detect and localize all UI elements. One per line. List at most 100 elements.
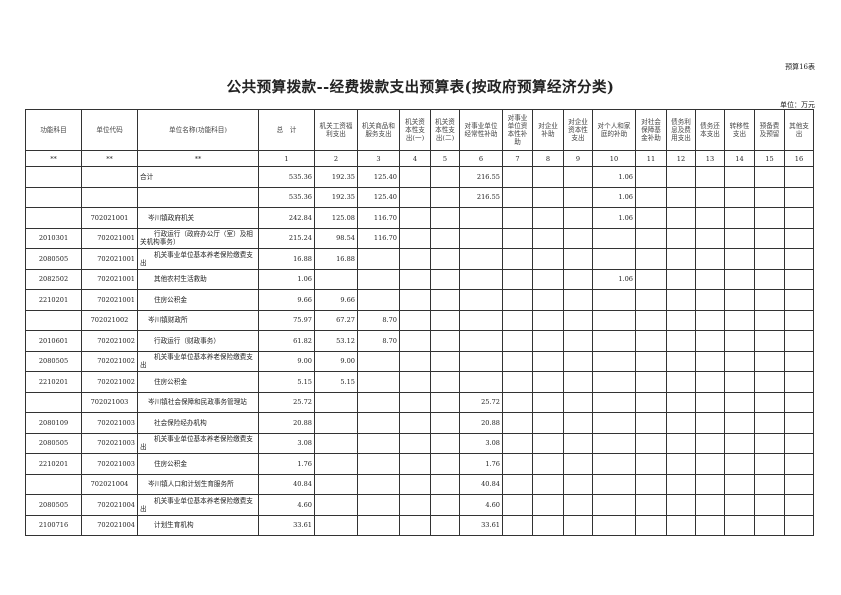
amount-cell [724,412,755,434]
amount-cell [666,248,696,270]
amount-cell [695,248,725,270]
amount-cell [784,514,814,536]
column-index: 8 [532,150,564,167]
unit-code-cell: 702021004 [81,494,138,516]
amount-cell [754,350,785,372]
amount-cell [563,227,593,249]
column-index: ** [137,150,259,167]
unit-name-cell: 岑川镇人口和计划生育服务所 [137,473,259,495]
amount-cell [357,289,400,311]
amount-cell [724,514,755,536]
amount-cell [459,350,503,372]
amount-cell [502,514,533,536]
column-header: 预备费及预留 [754,109,785,151]
amount-cell: 25.72 [258,391,315,413]
amount-cell [430,432,460,454]
amount-cell [592,371,636,393]
amount-cell: 40.84 [459,473,503,495]
amount-cell [399,350,431,372]
amount-cell [563,473,593,495]
amount-cell [357,514,400,536]
column-header: 转移性支出 [724,109,755,151]
column-index: ** [81,150,138,167]
amount-cell [399,268,431,290]
amount-cell [399,330,431,352]
amount-cell [635,412,667,434]
amount-cell [399,166,431,188]
amount-cell [666,350,696,372]
amount-cell [399,453,431,475]
amount-cell [399,412,431,434]
unit-code-cell: 702021003 [81,391,138,413]
table-row: 2210201 702021003 住房公积金 1.76 1.76 [25,453,814,475]
amount-cell [695,350,725,372]
amount-cell [754,268,785,290]
column-index: 2 [314,150,358,167]
amount-cell [357,248,400,270]
amount-cell [502,330,533,352]
amount-cell [754,186,785,208]
table-row: 2100716 702021004 计划生育机构 33.61 33.61 [25,514,814,536]
unit-code-cell [81,166,138,188]
amount-cell: 4.60 [459,494,503,516]
amount-cell [666,166,696,188]
function-code-cell: 2080505 [25,494,82,516]
amount-cell [695,227,725,249]
amount-cell: 8.70 [357,309,400,331]
amount-cell [784,330,814,352]
amount-cell: 33.61 [258,514,315,536]
amount-cell [592,494,636,516]
amount-cell [399,186,431,208]
function-code-cell [25,186,82,208]
amount-cell [635,350,667,372]
amount-cell: 1.76 [258,453,315,475]
amount-cell [635,494,667,516]
column-index: 1 [258,150,315,167]
amount-cell [430,268,460,290]
column-header: 对事业单位经常性补助 [459,109,503,151]
amount-cell [430,248,460,270]
amount-cell [635,432,667,454]
amount-cell [430,227,460,249]
amount-cell [754,412,785,434]
amount-cell [592,412,636,434]
amount-cell: 216.55 [459,186,503,208]
amount-cell [635,473,667,495]
amount-cell [502,289,533,311]
amount-cell [430,412,460,434]
function-code-cell: 2210201 [25,371,82,393]
amount-cell [695,207,725,229]
amount-cell [563,166,593,188]
function-code-cell: 2080505 [25,248,82,270]
amount-cell [666,412,696,434]
table-row: 702021001 岑川镇政府机关 242.84 125.08 116.70 1.06 [25,207,814,229]
amount-cell [532,309,564,331]
amount-cell [502,248,533,270]
column-header: 对社会保障基金补助 [635,109,667,151]
unit-code-cell: 702021003 [81,412,138,434]
column-header: 功能科目 [25,109,82,151]
budget-table: 功能科目 单位代码 单位名称(功能科目) 总 计机关工资福利支出 机关商品和服务支出 机关… [25,109,814,536]
amount-cell: 125.40 [357,186,400,208]
amount-cell [532,248,564,270]
amount-cell [563,309,593,331]
amount-cell [754,248,785,270]
amount-cell [724,371,755,393]
table-row: 2010601 702021002 行政运行（财政事务） 61.82 53.12 8.70 [25,330,814,352]
unit-code-cell: 702021004 [81,473,138,495]
column-index: 4 [399,150,431,167]
amount-cell [399,391,431,413]
unit-name-cell: 机关事业单位基本养老保险缴费支出 [137,350,259,372]
amount-cell [784,371,814,393]
amount-cell [314,473,358,495]
amount-cell [695,371,725,393]
amount-cell [754,473,785,495]
table-row: 2080505 702021001 机关事业单位基本养老保险缴费支出 16.88 16.… [25,248,814,270]
amount-cell [532,350,564,372]
amount-cell [724,391,755,413]
table-row: 2210201 702021001 住房公积金 9.66 9.66 [25,289,814,311]
amount-cell [635,248,667,270]
amount-cell [502,309,533,331]
amount-cell: 1.06 [592,166,636,188]
amount-cell [666,473,696,495]
